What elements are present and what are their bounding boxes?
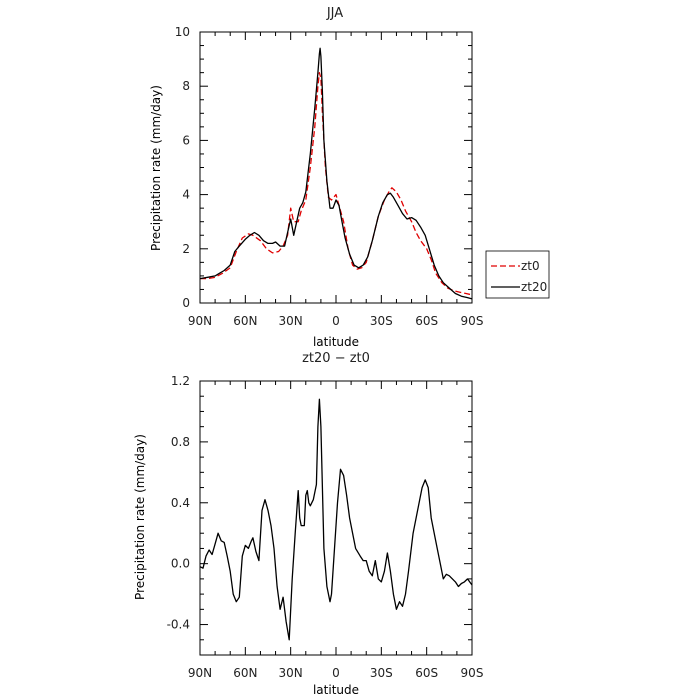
- legend-box: [485, 250, 550, 299]
- bottom-x-tick-label: 60N: [233, 666, 257, 680]
- top-x-tick-label: 60N: [233, 314, 257, 328]
- bottom-x-tick-label: 30S: [370, 666, 393, 680]
- top-y-tick-label: 8: [182, 79, 190, 93]
- bottom-series-line-0: [199, 398, 473, 641]
- top-x-axis-label: latitude: [313, 335, 359, 349]
- bottom-x-axis-label: latitude: [313, 683, 359, 697]
- top-y-axis-label: Precipitation rate (mm/day): [149, 85, 163, 251]
- legend-label-zt0: zt0: [521, 259, 540, 273]
- top-x-tick-label: 90S: [461, 314, 484, 328]
- top-y-tick-label: 4: [182, 188, 190, 202]
- top-y-tick-label: 6: [182, 133, 190, 147]
- top-x-tick-label: 90N: [188, 314, 212, 328]
- bottom-y-tick-label: 1.2: [171, 374, 190, 388]
- bottom-y-tick-label: 0.8: [171, 435, 190, 449]
- top-y-tick-label: 10: [175, 25, 190, 39]
- bottom-x-tick-label: 60S: [415, 666, 438, 680]
- bottom-y-tick-label: -0.4: [167, 618, 190, 632]
- top-x-tick-label: 30N: [279, 314, 303, 328]
- bottom-y-axis-label: Precipitation rate (mm/day): [133, 434, 147, 600]
- top-ticks: 90N 60N 30N 0 30S 60S 90S 0 2 4 6 8 10: [175, 25, 484, 328]
- bottom-series-lines: [199, 398, 473, 641]
- top-series-lines: [199, 47, 473, 300]
- bottom-y-tick-label: 0.0: [171, 557, 190, 571]
- bottom-panel: zt20 − zt0 90N 60N 30N 0 30S 60S 90S -0.4 0.0 0.4…: [133, 351, 483, 697]
- top-y-tick-label: 0: [182, 296, 190, 310]
- top-y-tick-label: 2: [182, 242, 190, 256]
- top-x-tick-label: 30S: [370, 314, 393, 328]
- bottom-ticks: 90N 60N 30N 0 30S 60S 90S -0.4 0.0 0.4 0.8 1.2: [167, 374, 484, 680]
- bottom-x-tick-label: 30N: [279, 666, 303, 680]
- legend-label-zt20: zt20: [521, 280, 547, 294]
- bottom-x-tick-label: 0: [332, 666, 340, 680]
- top-x-tick-label: 0: [332, 314, 340, 328]
- top-x-tick-label: 60S: [415, 314, 438, 328]
- bottom-chart-title: zt20 − zt0: [302, 351, 370, 366]
- top-chart-title: JJA: [326, 6, 343, 21]
- top-series-line-zt20: [199, 47, 473, 300]
- top-plot-frame: [199, 31, 473, 304]
- bottom-y-tick-label: 0.4: [171, 496, 190, 510]
- bottom-x-tick-label: 90N: [188, 666, 212, 680]
- legend: zt0 zt20: [485, 250, 550, 299]
- bottom-x-tick-label: 90S: [461, 666, 484, 680]
- top-series-line-zt0: [200, 72, 473, 296]
